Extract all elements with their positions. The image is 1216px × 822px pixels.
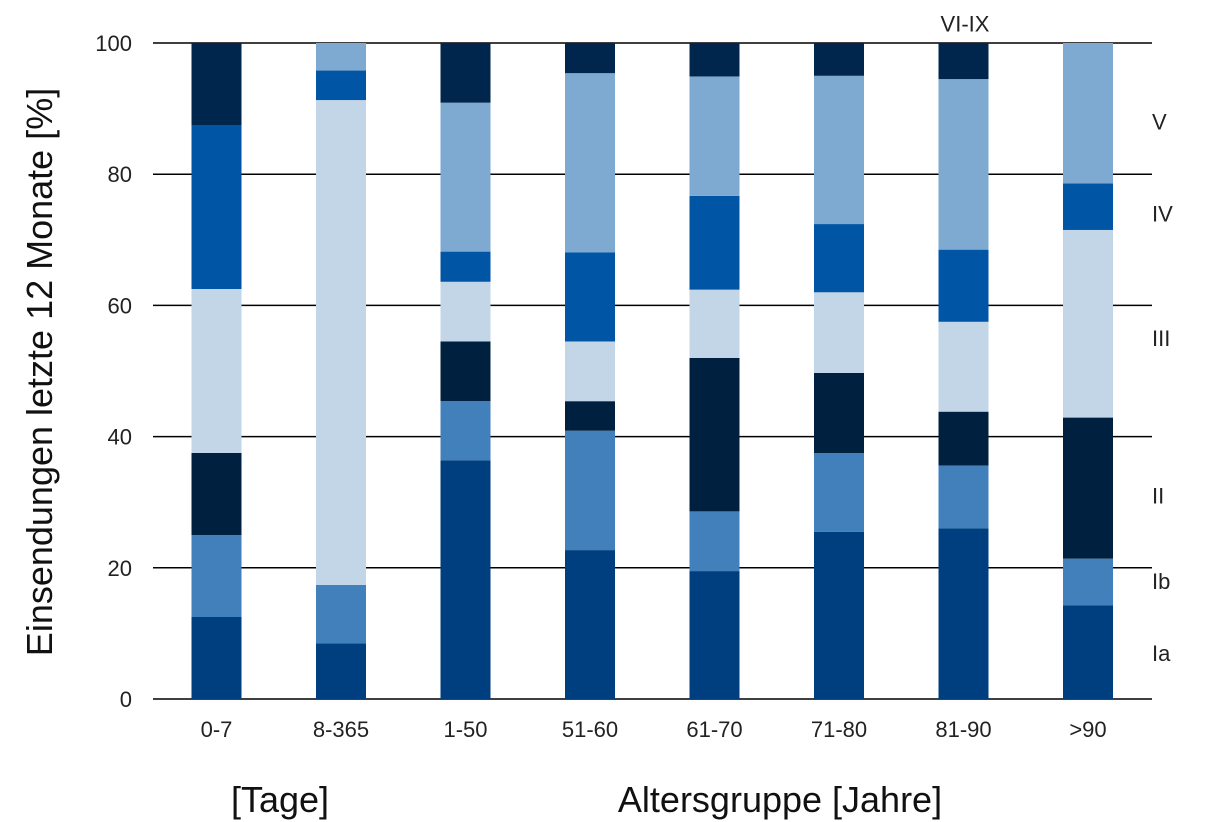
x-tick-label: 81-90 — [935, 717, 991, 742]
bar-segment — [316, 643, 366, 699]
bar-segment — [191, 43, 242, 125]
bar-segment — [565, 341, 615, 402]
x-tick-label: >90 — [1069, 717, 1106, 742]
bar-segment — [316, 70, 366, 101]
bar-segment — [440, 251, 491, 282]
bar-segment — [689, 195, 740, 290]
bar-segment — [565, 550, 615, 699]
grid-lines — [153, 42, 1152, 700]
bar-segment — [814, 224, 864, 293]
y-tick-label: 80 — [108, 162, 132, 187]
bar-segment — [814, 453, 864, 532]
bar-segment — [316, 43, 366, 71]
y-axis-label: Einsendungen letzte 12 Monate [%] — [19, 88, 60, 656]
bar-segment — [191, 289, 242, 453]
bar-segment — [938, 249, 989, 322]
bar-segment — [689, 357, 740, 512]
y-tick-label: 40 — [108, 425, 132, 450]
series-label: III — [1152, 326, 1170, 351]
bars — [191, 43, 1113, 699]
bar-segment — [814, 372, 864, 453]
bar-segment — [191, 535, 242, 617]
series-label: IV — [1152, 202, 1173, 227]
bar-segment — [938, 321, 989, 412]
x-tick-label: 61-70 — [686, 717, 742, 742]
bar-segment — [1063, 43, 1113, 184]
bar-segment — [689, 43, 740, 77]
bar-segment — [814, 292, 864, 373]
bar-segment — [440, 401, 491, 461]
x-tick-label: 8-365 — [313, 717, 369, 742]
bar-segment — [440, 341, 491, 402]
bar-segment — [440, 281, 491, 342]
series-label: V — [1152, 110, 1167, 135]
bar-segment — [1063, 183, 1113, 230]
series-label: Ib — [1152, 569, 1170, 594]
bar-segment — [938, 411, 989, 466]
series-label: II — [1152, 484, 1164, 509]
bar-segment — [938, 79, 989, 250]
bar-segment — [1063, 229, 1113, 418]
bar-segment — [316, 100, 366, 585]
bar-segment — [191, 125, 242, 289]
bar-segment — [565, 401, 615, 431]
bar-segment — [814, 531, 864, 699]
bar-segment — [316, 584, 366, 644]
bar-segment — [814, 43, 864, 76]
bar-segment — [689, 571, 740, 699]
x-tick-label: 0-7 — [201, 717, 233, 742]
bar-segment — [689, 76, 740, 196]
bar-segment — [689, 511, 740, 572]
bar-segment — [440, 43, 491, 103]
bar-segment — [814, 75, 864, 225]
y-tick-label: 100 — [95, 31, 132, 56]
bar-segment — [689, 289, 740, 358]
bar-segment — [1063, 417, 1113, 559]
y-tick-label: 0 — [120, 687, 132, 712]
x-tick-label: 71-80 — [811, 717, 867, 742]
series-label: Ia — [1152, 641, 1171, 666]
x-axis-label-left: [Tage] — [231, 779, 329, 820]
x-tick-labels: 0-7 8-365 1-50 51-60 61-70 71-80 81-90 >90 — [201, 717, 1107, 742]
bar-segment — [938, 528, 989, 699]
bar-segment — [938, 43, 989, 80]
bar-segment — [565, 430, 615, 551]
y-tick-label: 20 — [108, 556, 132, 581]
series-label: VI-IX — [941, 11, 990, 36]
bar-segment — [1063, 558, 1113, 606]
y-tick-labels: 0 20 40 60 80 100 — [95, 31, 132, 712]
bar-segment — [938, 465, 989, 529]
bar-segment — [1063, 605, 1113, 699]
y-tick-label: 60 — [108, 293, 132, 318]
bar-segment — [565, 73, 615, 253]
bar-segment — [565, 252, 615, 342]
x-tick-label: 1-50 — [443, 717, 487, 742]
bar-segment — [440, 460, 491, 699]
x-tick-label: 51-60 — [562, 717, 618, 742]
bar-segment — [565, 43, 615, 74]
x-axis-label-right: Altersgruppe [Jahre] — [618, 779, 942, 820]
bar-segment — [440, 102, 491, 252]
bar-segment — [191, 453, 242, 535]
bar-segment — [191, 617, 242, 699]
